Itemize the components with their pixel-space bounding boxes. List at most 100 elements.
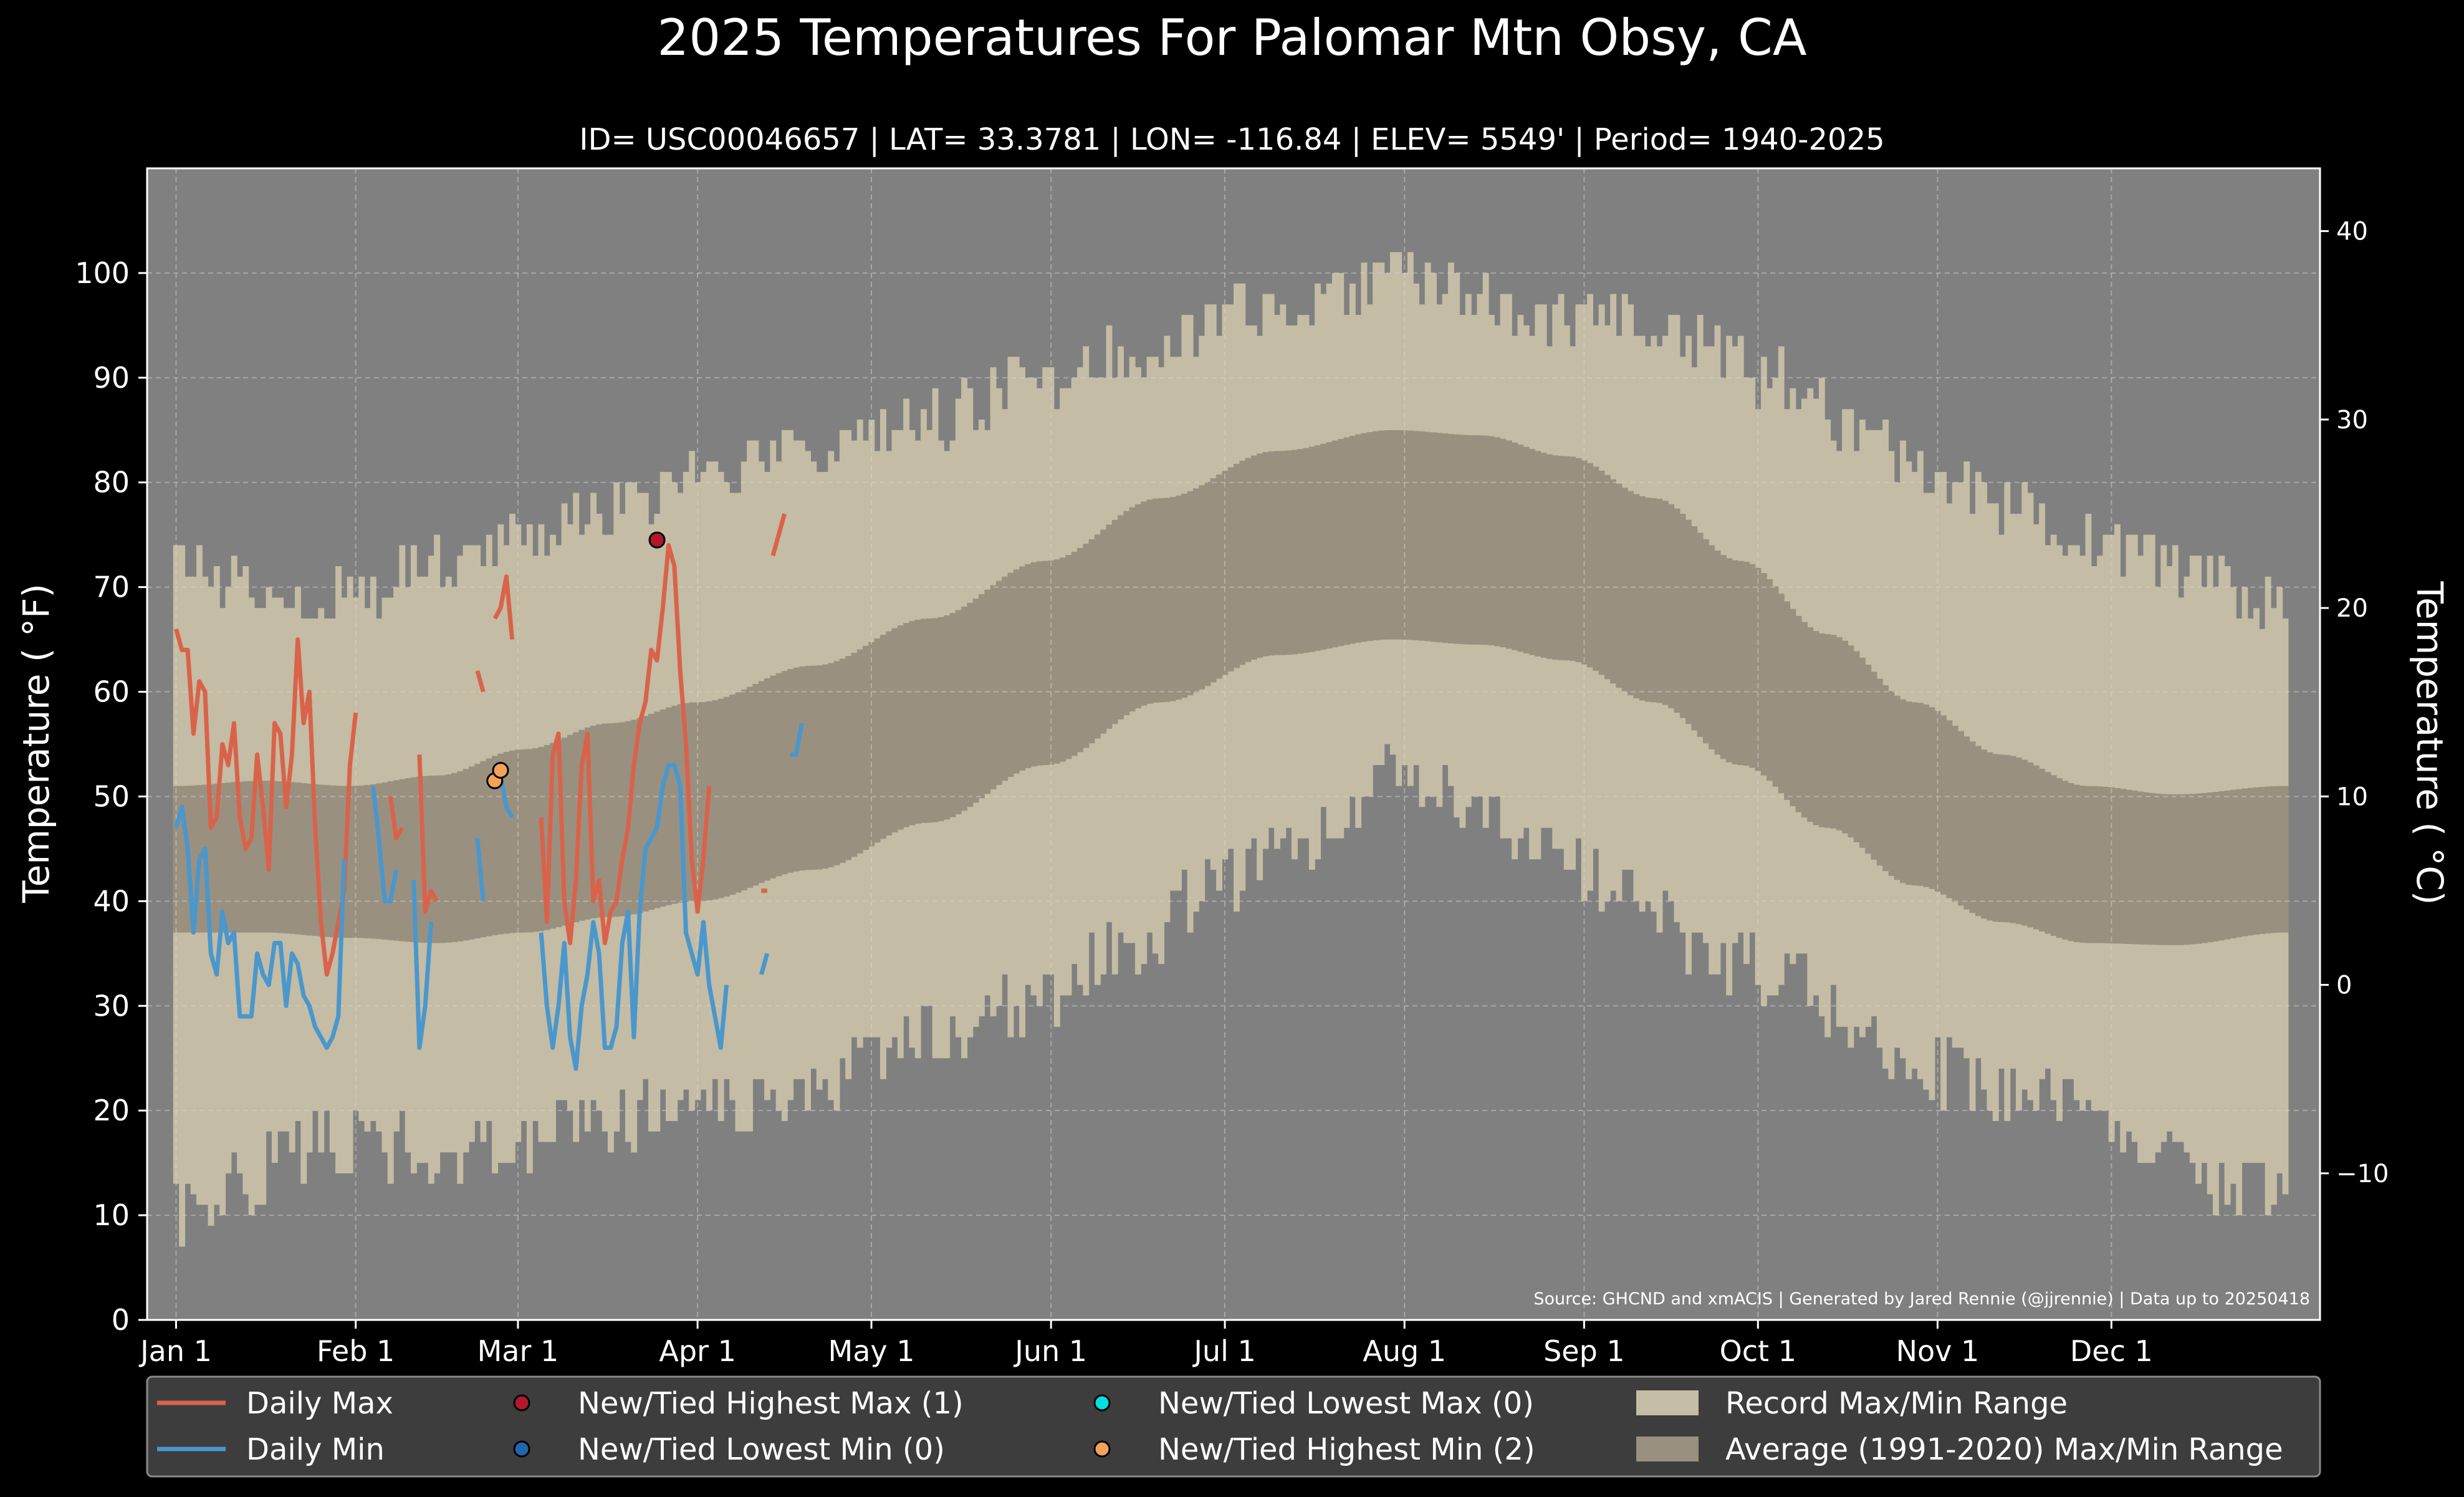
normal-range-bar [1662,501,1669,705]
normal-range-bar [277,781,284,933]
normal-range-bar [1013,569,1020,774]
normal-range-bar [434,775,441,943]
normal-range-bar [1164,498,1171,702]
normal-range-bar [381,782,388,940]
normal-range-bar [318,784,325,937]
normal-range-bar [295,782,301,935]
normal-range-bar [1373,431,1379,640]
normal-range-bar [306,783,313,936]
normal-range-bar [410,777,417,943]
normal-range-bar [1529,449,1535,655]
normal-range-bar [283,781,290,934]
normal-range-bar [1778,594,1785,794]
normal-range-bar [2126,789,2132,945]
normal-range-bar [358,785,365,938]
normal-range-bar [503,751,510,934]
normal-range-bar [665,707,672,905]
normal-range-bar [457,771,464,941]
plot-border [146,167,2321,1321]
normal-range-bar [1593,466,1599,671]
normal-range-bar [2004,754,2011,923]
normal-range-bar [1906,701,1912,885]
normal-range-bar [1308,446,1315,652]
normal-range-bar [387,781,394,940]
x-tick-label: Mar 1 [477,1334,559,1368]
normal-range-bar [2195,793,2202,944]
plot-frame [146,167,2321,1321]
normal-range-bar [891,628,898,832]
normal-range-bar [1963,736,1970,910]
y-tick-label: 30 [93,989,130,1023]
x-axis-ticks: Jan 1 Feb 1 Mar 1 Apr 1 May 1 Jun 1 Jul 1 Aug 1… [138,1320,2153,1368]
normal-range-bar [978,594,985,799]
normal-range-bar [225,782,232,933]
normal-range-bar [1042,561,1049,766]
legend-label: New/Tied Highest Max (1) [578,1386,964,1421]
x-tick-label: Apr 1 [659,1334,736,1368]
normal-range-bar [1645,498,1651,702]
normal-range-bar [2073,784,2080,943]
normal-range-bar [2276,786,2283,933]
normal-range-bar [1280,451,1287,655]
normal-range-bar [880,635,886,839]
normal-range-bar [1315,445,1321,651]
normal-range-bar [1431,432,1437,642]
normal-range-bar [1442,433,1449,643]
legend-label: Daily Max [246,1386,393,1421]
normal-range-bar [416,776,423,943]
normal-range-bar [1053,559,1060,764]
normal-range-bar [608,723,614,917]
normal-range-bar [555,740,562,928]
x-tick-label: Dec 1 [2070,1334,2153,1368]
normal-range-bar [2160,794,2167,945]
normal-range-bar [937,617,944,822]
normal-range-bar [1454,434,1460,644]
normal-range-bar [1465,435,1472,645]
normal-range-bar [856,649,863,854]
normal-range-bar [1389,430,1396,640]
x-tick-label: Nov 1 [1896,1334,1980,1368]
normal-range-bar [2131,791,2138,945]
daily-max-line [417,754,439,914]
normal-range-bar [1790,609,1796,807]
normal-range-bar [1025,564,1032,769]
normal-range-bar [1813,631,1819,826]
normal-range-bar [1749,564,1756,768]
normal-range-bar [2218,791,2225,941]
normal-band-legend-swatch [1636,1437,1699,1461]
normal-range-bar [1274,451,1280,655]
normal-range-bar [972,599,979,803]
normal-range-bar [324,785,330,937]
normal-range-bar [1651,498,1657,703]
y-tick-label: 50 [93,779,130,813]
normal-range-bar [497,753,504,935]
new-low-min-legend-swatch [513,1440,530,1458]
normal-range-bar [613,723,620,917]
x-tick-label: Aug 1 [1363,1334,1446,1368]
normal-range-bar [2108,787,2115,944]
normal-range-bar [1326,442,1333,649]
normal-range-bar [1981,749,1988,919]
normal-range-bar [1517,445,1524,652]
normal-range-bar [1083,544,1090,748]
normal-range-bar [1447,434,1454,643]
normal-range-bar [752,683,759,886]
normal-range-bar [1830,635,1837,829]
normal-range-bar [2120,789,2127,944]
normal-range-bar [1772,586,1779,787]
normal-range-bar [1940,715,1947,895]
legend-label: New/Tied Lowest Min (0) [578,1432,945,1467]
normal-range-bar [590,725,597,918]
normal-range-bar [671,705,678,904]
normal-range-bar [1378,430,1385,640]
normal-range-bar [1366,431,1373,641]
normal-range-bar [370,784,376,939]
normal-range-bar [2213,792,2219,941]
x-tick-label: Sep 1 [1543,1334,1625,1368]
normal-range-bar [810,665,817,870]
normal-range-bar [1679,514,1686,718]
normal-range-bar [1795,615,1802,812]
daily-max-line [492,574,515,640]
normal-range-bar [492,756,499,935]
normal-range-bar [2224,790,2231,940]
